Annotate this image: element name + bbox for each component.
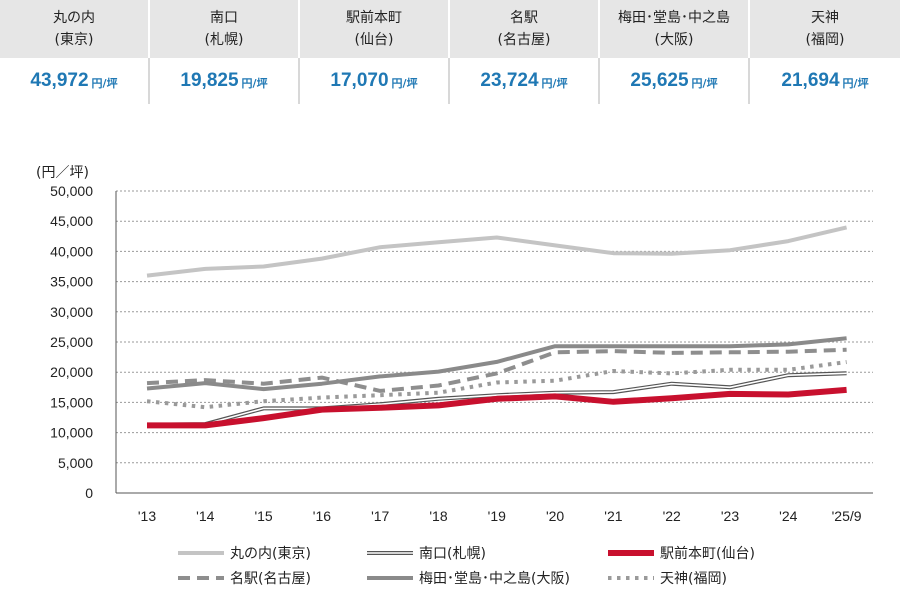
chart-legend: 丸の内(東京) 南口(札幌) 駅前本町(仙台) 名駅(名古屋) 梅田･堂島･中之島(大阪… bbox=[178, 545, 755, 587]
rent-number: 19,825 bbox=[180, 70, 239, 91]
rent-value: 23,724 円/坪 bbox=[450, 58, 598, 104]
legend-label: 南口(札幌) bbox=[419, 546, 486, 562]
x-tick-label: '17 bbox=[371, 508, 389, 524]
legend-item: 名駅(名古屋) bbox=[178, 571, 311, 587]
summary-table: 丸の内 (東京) 43,972 円/坪 南口 (札幌) 19,825 円/坪 駅… bbox=[0, 0, 900, 104]
x-tick-label: '22 bbox=[663, 508, 681, 524]
summary-header: 駅前本町 (仙台) bbox=[300, 0, 448, 58]
legend-label: 駅前本町(仙台) bbox=[660, 545, 755, 562]
series-line bbox=[146, 347, 847, 393]
summary-col-sapporo: 南口 (札幌) 19,825 円/坪 bbox=[150, 0, 300, 104]
y-axis: 0 5,000 10,000 15,000 20,000 25,000 30,000 35,0… bbox=[50, 183, 117, 501]
legend-label: 梅田･堂島･中之島(大阪) bbox=[419, 571, 570, 587]
area-name: 天神 bbox=[811, 10, 839, 26]
legend-item: 南口(札幌) bbox=[367, 546, 486, 562]
series-solid-dark-gray bbox=[146, 336, 847, 392]
rent-unit: 円/坪 bbox=[691, 76, 718, 90]
series-solid-light-gray bbox=[146, 225, 848, 278]
city-name: (東京) bbox=[54, 32, 94, 48]
series-thick-red bbox=[147, 386, 847, 429]
rent-unit: 円/坪 bbox=[541, 76, 568, 90]
series-dashed-gray bbox=[146, 347, 847, 393]
y-tick-label: 20,000 bbox=[50, 364, 93, 380]
legend-item: 駅前本町(仙台) bbox=[608, 545, 755, 562]
x-tick-label: '23 bbox=[721, 508, 739, 524]
series-double-line bbox=[146, 371, 847, 427]
series-line bbox=[146, 225, 848, 278]
y-tick-label: 5,000 bbox=[58, 455, 93, 471]
rent-number: 21,694 bbox=[781, 70, 840, 91]
summary-header: 丸の内 (東京) bbox=[0, 0, 148, 58]
summary-header: 梅田･堂島･中之島 (大阪) bbox=[600, 0, 748, 58]
x-tick-label: '15 bbox=[254, 508, 272, 524]
rent-number: 43,972 bbox=[30, 70, 89, 91]
x-tick-label: '21 bbox=[604, 508, 622, 524]
city-name: (札幌) bbox=[204, 32, 244, 48]
rent-unit: 円/坪 bbox=[391, 76, 418, 90]
rent-number: 17,070 bbox=[330, 70, 389, 91]
rent-value: 25,625 円/坪 bbox=[600, 58, 748, 104]
summary-col-fukuoka: 天神 (福岡) 21,694 円/坪 bbox=[750, 0, 900, 104]
x-tick-label: '19 bbox=[488, 508, 506, 524]
x-tick-label: '24 bbox=[779, 508, 797, 524]
rent-unit: 円/坪 bbox=[91, 76, 118, 90]
x-tick-label: '16 bbox=[313, 508, 331, 524]
x-tick-label: '14 bbox=[196, 508, 214, 524]
legend-item: 丸の内(東京) bbox=[178, 546, 311, 562]
y-tick-label: 10,000 bbox=[50, 425, 93, 441]
x-tick-label: '18 bbox=[429, 508, 447, 524]
rent-value: 19,825 円/坪 bbox=[150, 58, 298, 104]
summary-header: 名駅 (名古屋) bbox=[450, 0, 598, 58]
legend-label: 丸の内(東京) bbox=[230, 546, 311, 562]
city-name: (名古屋) bbox=[497, 32, 551, 48]
rent-value: 17,070 円/坪 bbox=[300, 58, 448, 104]
y-tick-label: 35,000 bbox=[50, 274, 93, 290]
series-line bbox=[146, 336, 847, 392]
y-tick-label: 30,000 bbox=[50, 304, 93, 320]
rent-line-chart: 0 5,000 10,000 15,000 20,000 25,000 30,000 35,0… bbox=[36, 165, 873, 587]
series-line bbox=[146, 372, 847, 426]
summary-header: 天神 (福岡) bbox=[750, 0, 900, 58]
rent-number: 23,724 bbox=[480, 70, 539, 91]
series-line bbox=[146, 360, 847, 410]
y-tick-label: 15,000 bbox=[50, 394, 93, 410]
series-line bbox=[147, 386, 847, 429]
area-name: 南口 bbox=[210, 10, 238, 26]
chart-series bbox=[146, 225, 848, 429]
rent-value: 21,694 円/坪 bbox=[750, 58, 900, 104]
y-tick-label: 50,000 bbox=[50, 183, 93, 199]
summary-header: 南口 (札幌) bbox=[150, 0, 298, 58]
legend-item: 天神(福岡) bbox=[608, 571, 727, 587]
rent-number: 25,625 bbox=[630, 70, 689, 91]
area-name: 名駅 bbox=[510, 10, 538, 26]
area-name: 駅前本町 bbox=[346, 10, 402, 26]
rent-value: 43,972 円/坪 bbox=[0, 58, 148, 104]
y-tick-label: 40,000 bbox=[50, 243, 93, 259]
x-tick-label: '20 bbox=[546, 508, 564, 524]
y-tick-label: 45,000 bbox=[50, 213, 93, 229]
legend-item: 梅田･堂島･中之島(大阪) bbox=[367, 571, 570, 587]
city-name: (福岡) bbox=[805, 32, 845, 48]
rent-unit: 円/坪 bbox=[241, 76, 268, 90]
summary-col-osaka: 梅田･堂島･中之島 (大阪) 25,625 円/坪 bbox=[600, 0, 750, 104]
x-tick-label: '25/9 bbox=[832, 508, 862, 524]
city-name: (仙台) bbox=[354, 32, 394, 48]
area-name: 梅田･堂島･中之島 bbox=[618, 10, 730, 26]
summary-col-sendai: 駅前本町 (仙台) 17,070 円/坪 bbox=[300, 0, 450, 104]
y-tick-label: 0 bbox=[85, 485, 93, 501]
legend-label: 名駅(名古屋) bbox=[230, 571, 311, 587]
city-name: (大阪) bbox=[654, 32, 694, 48]
summary-col-nagoya: 名駅 (名古屋) 23,724 円/坪 bbox=[450, 0, 600, 104]
x-tick-label: '13 bbox=[138, 508, 156, 524]
rent-unit: 円/坪 bbox=[842, 76, 869, 90]
y-tick-label: 25,000 bbox=[50, 334, 93, 350]
legend-label: 天神(福岡) bbox=[660, 571, 727, 587]
x-axis: '13 '14 '15 '16 '17 '18 '19 '20 '21 '22 '23 '24 '25/… bbox=[116, 492, 873, 524]
series-dotted-gray bbox=[146, 360, 847, 410]
summary-col-marunouchi: 丸の内 (東京) 43,972 円/坪 bbox=[0, 0, 150, 104]
y-axis-unit-label: (円／坪) bbox=[36, 165, 89, 181]
area-name: 丸の内 bbox=[53, 10, 95, 26]
